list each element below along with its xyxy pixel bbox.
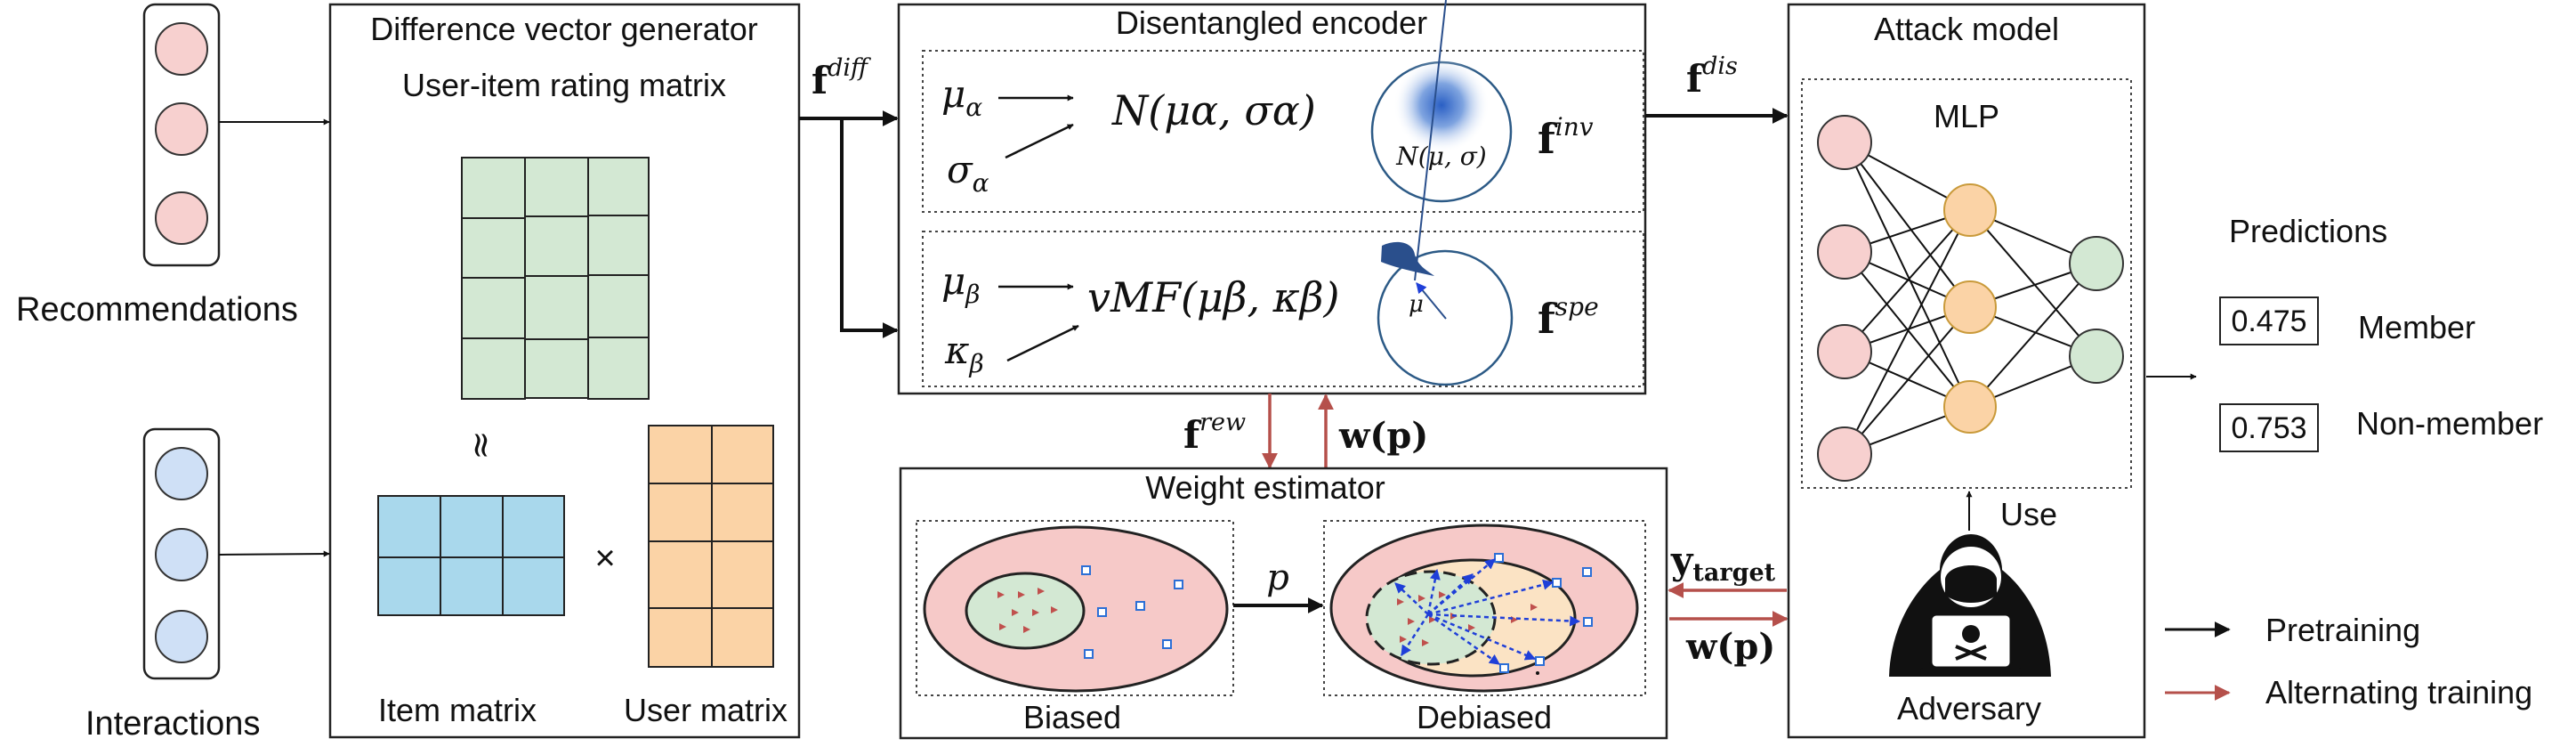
- f-diff-arrows: [799, 110, 899, 338]
- rec-node: [155, 191, 208, 245]
- interactions-label: Interactions: [85, 705, 260, 743]
- rec-node: [155, 22, 208, 76]
- biased-squares: [1081, 565, 1183, 659]
- f-spe-label: fspe: [1538, 292, 1599, 343]
- sigma-alpha: σα: [947, 148, 989, 198]
- recommendations-vector: [142, 3, 221, 267]
- predictions-title: Predictions: [2229, 213, 2387, 249]
- biased-label: Biased: [1023, 699, 1121, 735]
- int-node: [155, 610, 208, 663]
- int-node: [155, 447, 208, 500]
- mlp-label: MLP: [1934, 98, 1999, 134]
- nonmember-value-box: [2219, 403, 2319, 452]
- legend: Pretraining Alternating training: [2165, 612, 2532, 710]
- w-p-top-label: w(p): [1338, 415, 1428, 457]
- f-rew-label: frew: [1183, 409, 1246, 457]
- vmf-mu-label: μ: [1409, 291, 1424, 318]
- nonmember-label: Non-member: [2356, 405, 2543, 442]
- member-label: Member: [2358, 309, 2475, 345]
- mlp-output-nodes: [2069, 236, 2124, 384]
- item-matrix-label: Item matrix: [378, 692, 537, 728]
- mlp-hidden-nodes: [1943, 183, 1997, 434]
- debiased-triangles: [1397, 591, 1538, 646]
- gauss-label: N(μ, σ): [1395, 142, 1486, 171]
- legend-pretraining-label: Pretraining: [2265, 612, 2420, 648]
- gaussian-sphere: N(μ, σ): [1370, 57, 1513, 203]
- vmf-sphere: μ: [1377, 0, 1514, 386]
- attack-title: Attack model: [1874, 11, 2059, 47]
- debiased-flow-arrows: [1394, 558, 1581, 666]
- difference-vector-generator: Difference vector generator User-item ra…: [328, 3, 801, 739]
- debiased-panel: [1323, 520, 1646, 696]
- debiased-label: Debiased: [1417, 699, 1552, 735]
- attack-model: Attack model MLP Use: [1787, 3, 2146, 739]
- generator-title: Difference vector generator: [370, 11, 758, 47]
- vmf-formula: vMF(μβ, κβ): [1087, 273, 1339, 321]
- item-matrix: [377, 495, 565, 616]
- times-symbol: ×: [594, 539, 615, 578]
- approx-symbol: ≈: [461, 430, 502, 460]
- mlp-panel: [1801, 78, 2132, 489]
- biased-triangles: [997, 588, 1058, 633]
- member-value-box: [2219, 296, 2319, 345]
- w-p-right-label: w(p): [1685, 626, 1775, 668]
- f-inv-label: finv: [1538, 112, 1594, 163]
- f-dis-label: fdis: [1686, 53, 1738, 101]
- p-label: p: [1266, 557, 1289, 598]
- weight-title: Weight estimator: [1145, 469, 1385, 506]
- sigma-alpha-arrow: [1005, 123, 1074, 159]
- user-matrix: [648, 425, 774, 668]
- rating-matrix: [461, 157, 650, 400]
- predictions: Predictions 0.475 Member 0.753 Non-membe…: [2219, 213, 2543, 452]
- encoder-title: Disentangled encoder: [1116, 4, 1427, 41]
- int-node: [155, 528, 208, 581]
- normal-formula: N(μα, σα): [1111, 86, 1316, 134]
- interactions-vector: [142, 427, 221, 680]
- adversary-icon: [1889, 534, 2051, 677]
- inv-panel: [922, 50, 1644, 213]
- mu-beta: μβ: [941, 259, 980, 309]
- biased-panel: [916, 520, 1234, 696]
- rating-matrix-label: User-item rating matrix: [402, 67, 726, 103]
- adversary-label: Adversary: [1897, 690, 2041, 727]
- member-value: 0.475: [2231, 304, 2306, 338]
- mu-alpha: μα: [941, 72, 982, 122]
- use-label: Use: [2000, 496, 2057, 532]
- kappa-beta-arrow: [1006, 324, 1079, 362]
- spe-panel: [922, 231, 1644, 387]
- f-diff-label: fdiff: [812, 54, 871, 102]
- mlp-input-nodes: [1817, 115, 1872, 482]
- int-to-generator-arrow: [218, 550, 330, 557]
- debiased-squares: [1494, 553, 1593, 673]
- weight-estimator: Weight estimator Biased p: [899, 467, 1668, 740]
- legend-alternating-label: Alternating training: [2265, 674, 2532, 710]
- kappa-beta: κβ: [944, 329, 984, 378]
- disentangled-encoder: Disentangled encoder μα σα N(μα, σα) N(μ…: [897, 0, 1647, 395]
- rec-node: [155, 102, 208, 156]
- nonmember-value: 0.753: [2231, 411, 2306, 445]
- y-target-label: ytarget: [1670, 539, 1776, 587]
- user-matrix-label: User matrix: [624, 692, 787, 728]
- recommendations-label: Recommendations: [16, 291, 298, 329]
